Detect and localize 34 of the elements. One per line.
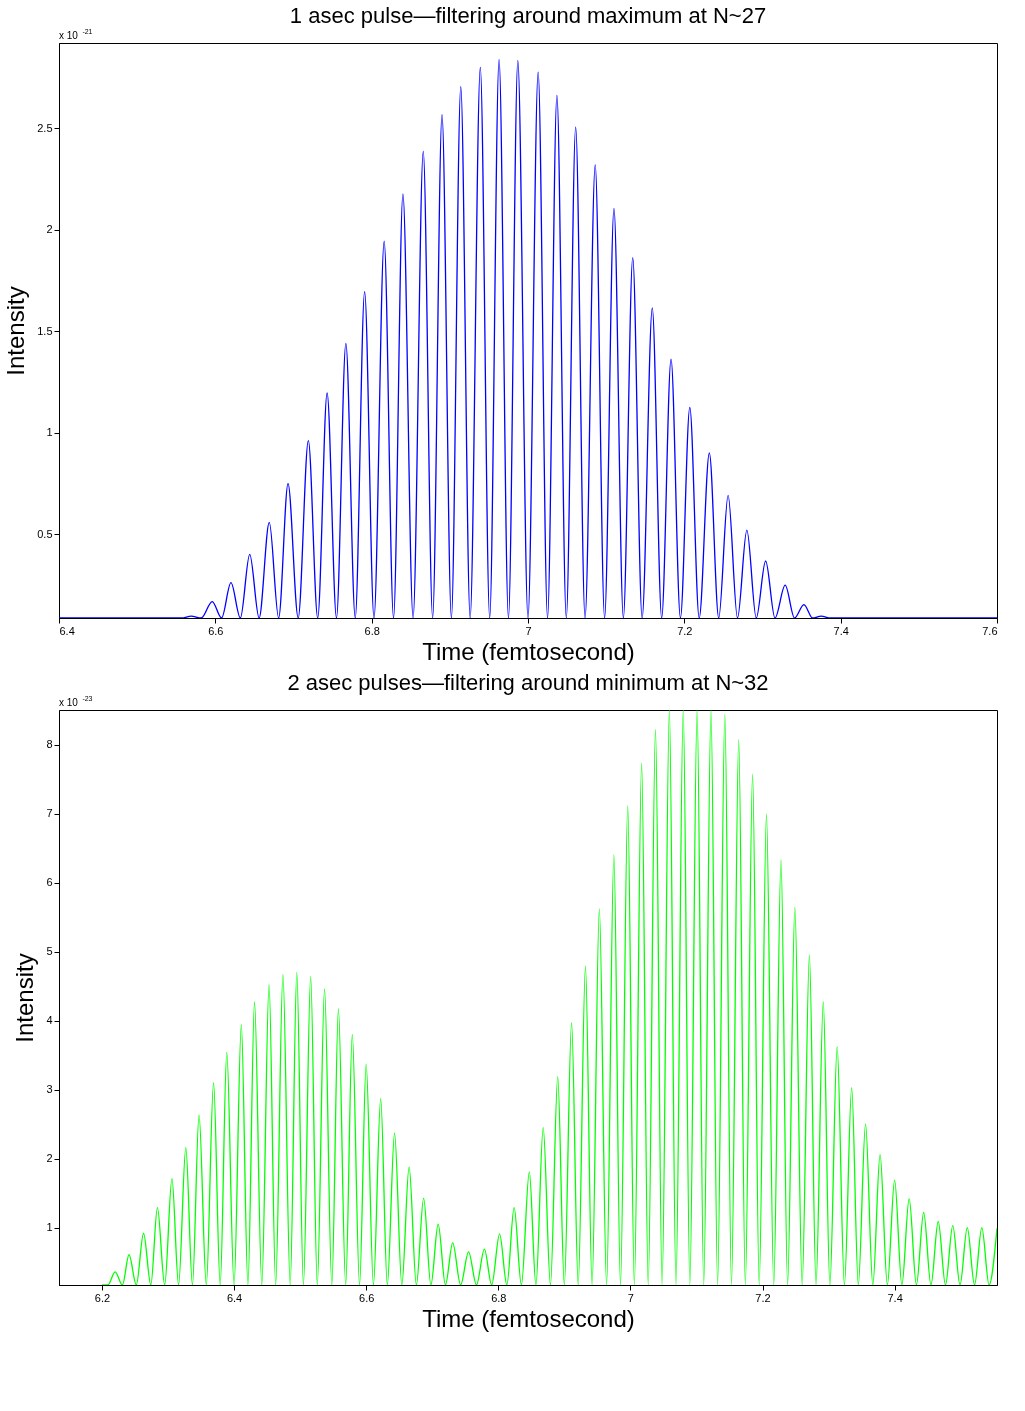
y-tick-label: 6	[46, 876, 53, 889]
x-tick-label: 6.6	[208, 624, 224, 637]
x-tick-label: 6.8	[364, 624, 380, 637]
y-tick-label: 2	[46, 223, 53, 236]
y-axis-title: Intensity	[11, 953, 39, 1043]
x-tick-label: 6.4	[226, 1291, 243, 1304]
y-tick-label: 1.5	[37, 324, 53, 337]
x-tick-label: 7.4	[833, 624, 849, 637]
y-tick-label: 7	[46, 807, 53, 820]
line-series	[101, 710, 997, 1285]
x-tick-label: 7.4	[887, 1291, 903, 1304]
x-tick-label: 7.2	[677, 624, 693, 637]
y-tick-label: 1	[46, 1221, 53, 1234]
x-axis-title: Time (femtosecond)	[422, 1304, 635, 1332]
x-tick-label: 7	[627, 1291, 634, 1304]
x-axis-title: Time (femtosecond)	[422, 637, 635, 665]
y-axis-title: Intensity	[2, 286, 30, 376]
x-tick-label: 7.2	[755, 1291, 771, 1304]
y-tick-label: 2	[46, 1152, 53, 1165]
y-tick-label: 8	[46, 738, 53, 751]
x-tick-label: 6.4	[59, 624, 75, 637]
y-tick-label: 0.5	[37, 527, 53, 540]
chart-title: 1 asec pulse—filtering around maximum at N~27	[289, 3, 767, 28]
x-tick-label: 6.2	[94, 1291, 111, 1304]
y-tick-label: 5	[46, 945, 53, 958]
x-tick-label: 7	[525, 624, 532, 637]
chart-title: 2 asec pulses—filtering around minimum at N~32	[287, 670, 769, 695]
y-tick-label: 2.5	[37, 121, 53, 134]
x-tick-label: 6.6	[359, 1291, 375, 1304]
y-tick-label: 3	[46, 1083, 53, 1096]
y-tick-label: 4	[46, 1014, 53, 1027]
y-tick-label: 1	[46, 426, 53, 439]
x-tick-label: 6.8	[491, 1291, 507, 1304]
x-tick-label: 7.6	[982, 624, 998, 637]
